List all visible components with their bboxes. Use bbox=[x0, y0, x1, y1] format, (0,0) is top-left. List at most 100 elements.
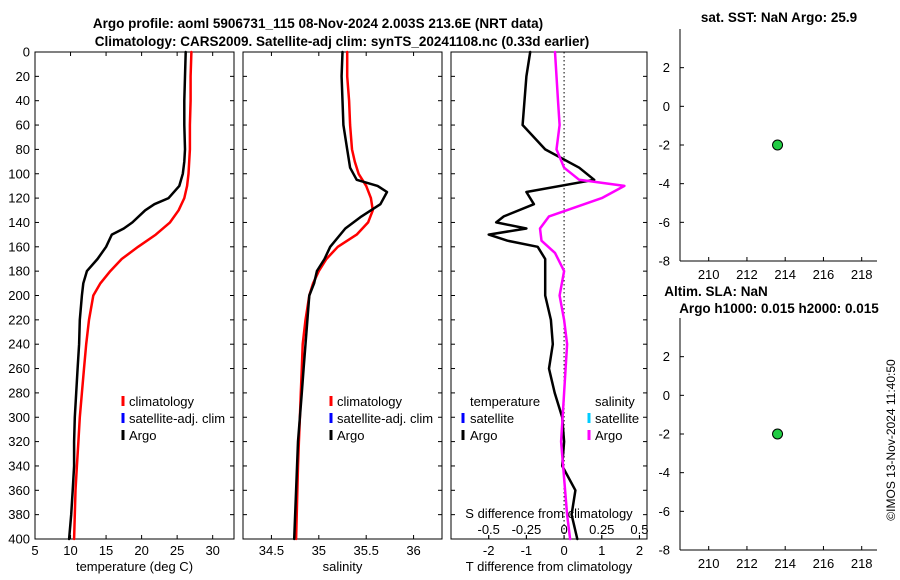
timestamp: ©IMOS 13-Nov-2024 11:40:50 bbox=[884, 359, 898, 521]
title-line2: Climatology: CARS2009. Satellite-adj cli… bbox=[95, 34, 589, 49]
x-tick-label: 1 bbox=[598, 543, 605, 558]
x-tick-label: 5 bbox=[31, 543, 38, 558]
legend-label: Argo bbox=[595, 428, 622, 443]
y-tick-label: 60 bbox=[16, 118, 30, 133]
legend-label: climatology bbox=[337, 394, 403, 409]
y-tick-label: 0 bbox=[663, 388, 670, 403]
title-line1: Argo profile: aoml 5906731_115 08-Nov-20… bbox=[93, 16, 543, 31]
y-tick-label: -8 bbox=[658, 254, 670, 269]
y-tick-label: 20 bbox=[16, 69, 30, 84]
climatology-line bbox=[72, 50, 193, 541]
y-tick-label: 180 bbox=[8, 264, 30, 279]
sla-title-line2: Argo h1000: 0.015 h2000: 0.015 bbox=[679, 301, 879, 316]
legend-header-temperature: temperature bbox=[470, 394, 540, 409]
y-tick-label: 240 bbox=[8, 337, 30, 352]
x-tick-label: 15 bbox=[99, 543, 113, 558]
temperature-plot-frame bbox=[34, 51, 235, 540]
y-tick-label: 2 bbox=[663, 349, 670, 364]
x-tick-label: 210 bbox=[698, 556, 720, 571]
x-tick-label: 214 bbox=[774, 267, 796, 282]
x-tick-label: 2 bbox=[636, 543, 643, 558]
y-tick-label: 360 bbox=[8, 483, 30, 498]
y-tick-label: 0 bbox=[663, 99, 670, 114]
argo-line bbox=[67, 50, 187, 541]
legend-label: satellite-adj. clim bbox=[337, 411, 433, 426]
x-tick-label: 210 bbox=[698, 267, 720, 282]
x-tick-label: 10 bbox=[63, 543, 77, 558]
t-difference-line bbox=[487, 50, 596, 541]
x-tick-label: 216 bbox=[813, 267, 835, 282]
x-tick-label: 212 bbox=[736, 267, 758, 282]
y-tick-label: 300 bbox=[8, 410, 30, 425]
s-difference-line bbox=[538, 50, 626, 541]
legend-label: climatology bbox=[129, 394, 195, 409]
y-tick-label: 280 bbox=[8, 385, 30, 400]
y-tick-label: 380 bbox=[8, 507, 30, 522]
difference-panel: -2 -1 0 1 2 -0.5 -0.25 0 0.25 0.5S difference fro… bbox=[450, 50, 649, 574]
y-tick-label: -4 bbox=[658, 465, 670, 480]
y-tick-label: 200 bbox=[8, 288, 30, 303]
s-tick-label: 0 bbox=[560, 522, 567, 537]
x-tick-label: 218 bbox=[851, 267, 873, 282]
sla-title-line1: Altim. SLA: NaN bbox=[664, 284, 768, 299]
x-tick-label: 20 bbox=[134, 543, 148, 558]
s-tick-label: -0.25 bbox=[512, 522, 542, 537]
x-tick-label: 30 bbox=[205, 543, 219, 558]
y-tick-label: 40 bbox=[16, 93, 30, 108]
legend-header-salinity: salinity bbox=[595, 394, 635, 409]
x-tick-label: 216 bbox=[813, 556, 835, 571]
legend-label: satellite bbox=[470, 411, 514, 426]
y-tick-label: 0 bbox=[23, 45, 30, 60]
s-tick-label: 0.5 bbox=[630, 522, 648, 537]
y-tick-label: 120 bbox=[8, 191, 30, 206]
sla-panel: 210 212 214 216 218 2 0 -2 -4 -6 -8 bbox=[658, 318, 877, 571]
x-tick-label: -1 bbox=[521, 543, 533, 558]
x-axis-label: salinity bbox=[323, 559, 363, 574]
y-tick-label: -2 bbox=[658, 138, 670, 153]
legend-label: satellite bbox=[595, 411, 639, 426]
x-axis-label: temperature (deg C) bbox=[76, 559, 193, 574]
y-tick-label: 2 bbox=[663, 60, 670, 75]
sst-panel: 210 212 214 216 218 2 0 -2 -4 -6 -8 bbox=[658, 29, 877, 282]
x-tick-label: 0 bbox=[560, 543, 567, 558]
s-tick-label: -0.5 bbox=[477, 522, 499, 537]
y-tick-label: 400 bbox=[8, 532, 30, 547]
salinity-panel: 34.5 35 35.5 36 salinity climatology satellite… bbox=[242, 50, 443, 574]
s-tick-label: 0.25 bbox=[589, 522, 614, 537]
sst-title: sat. SST: NaN Argo: 25.9 bbox=[701, 10, 857, 25]
y-tick-label: -4 bbox=[658, 176, 670, 191]
legend-label: Argo bbox=[470, 428, 497, 443]
y-tick-label: 220 bbox=[8, 312, 30, 327]
x-tick-label: 36 bbox=[406, 543, 420, 558]
temperature-panel: 5 10 15 20 25 3002040608010012014016018020022… bbox=[8, 45, 235, 574]
legend-label: Argo bbox=[337, 428, 364, 443]
x-tick-label: 35.5 bbox=[354, 543, 379, 558]
y-tick-label: -2 bbox=[658, 427, 670, 442]
x-tick-label: 35 bbox=[312, 543, 326, 558]
y-tick-label: 340 bbox=[8, 458, 30, 473]
x-tick-label: 212 bbox=[736, 556, 758, 571]
x-tick-label: 214 bbox=[774, 556, 796, 571]
legend-label: satellite-adj. clim bbox=[129, 411, 225, 426]
difference-plot-frame bbox=[450, 51, 648, 540]
x-tick-label: 34.5 bbox=[259, 543, 284, 558]
argo-line bbox=[292, 50, 389, 541]
y-tick-label: 260 bbox=[8, 361, 30, 376]
argo-position-marker bbox=[772, 139, 784, 151]
x-tick-label: 218 bbox=[851, 556, 873, 571]
y-tick-label: 100 bbox=[8, 166, 30, 181]
y-tick-label: 140 bbox=[8, 215, 30, 230]
x-tick-label: 25 bbox=[170, 543, 184, 558]
argo-position-marker bbox=[772, 428, 784, 440]
x-axis-label: T difference from climatology bbox=[466, 559, 633, 574]
y-tick-label: 320 bbox=[8, 434, 30, 449]
y-tick-label: 160 bbox=[8, 239, 30, 254]
y-tick-label: 80 bbox=[16, 142, 30, 157]
y-tick-label: -8 bbox=[658, 543, 670, 558]
y-tick-label: -6 bbox=[658, 504, 670, 519]
legend-label: Argo bbox=[129, 428, 156, 443]
s-axis-label: S difference from climatology bbox=[465, 506, 633, 521]
x-tick-label: -2 bbox=[483, 543, 495, 558]
climatology-line bbox=[294, 50, 375, 541]
